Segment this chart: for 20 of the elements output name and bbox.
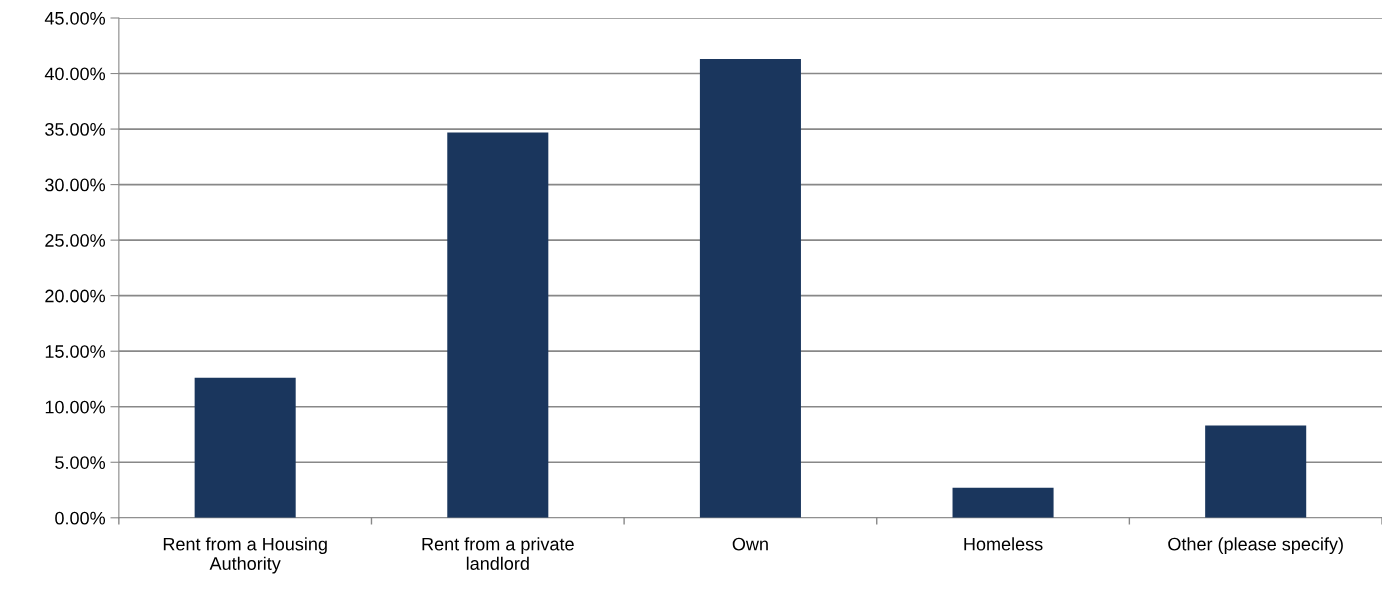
bar <box>699 59 801 518</box>
x-tick-label: Own <box>732 537 768 551</box>
bar <box>952 487 1054 518</box>
y-tick-label: 30.00% <box>45 178 106 192</box>
y-tick-label: 45.00% <box>44 11 106 25</box>
x-tick-label: Rent from a private landlord <box>422 537 574 570</box>
x-tick-label: Homeless <box>964 537 1043 551</box>
bar <box>1205 425 1307 518</box>
bar <box>447 132 549 518</box>
x-tick-label: Rent from a Housing Authority <box>163 537 327 574</box>
y-tick-label: 5.00% <box>55 456 106 469</box>
x-tick-label: Other (please specify) <box>1168 537 1343 555</box>
y-tick-label: 25.00% <box>45 234 106 247</box>
y-tick-label: 40.00% <box>44 67 106 81</box>
bar <box>194 377 296 518</box>
y-tick-label: 20.00% <box>45 289 106 303</box>
y-tick-label: 0.00% <box>55 511 106 525</box>
y-tick-label: 35.00% <box>45 123 106 136</box>
y-tick-label: 10.00% <box>45 400 106 414</box>
y-tick-label: 15.00% <box>45 345 106 358</box>
